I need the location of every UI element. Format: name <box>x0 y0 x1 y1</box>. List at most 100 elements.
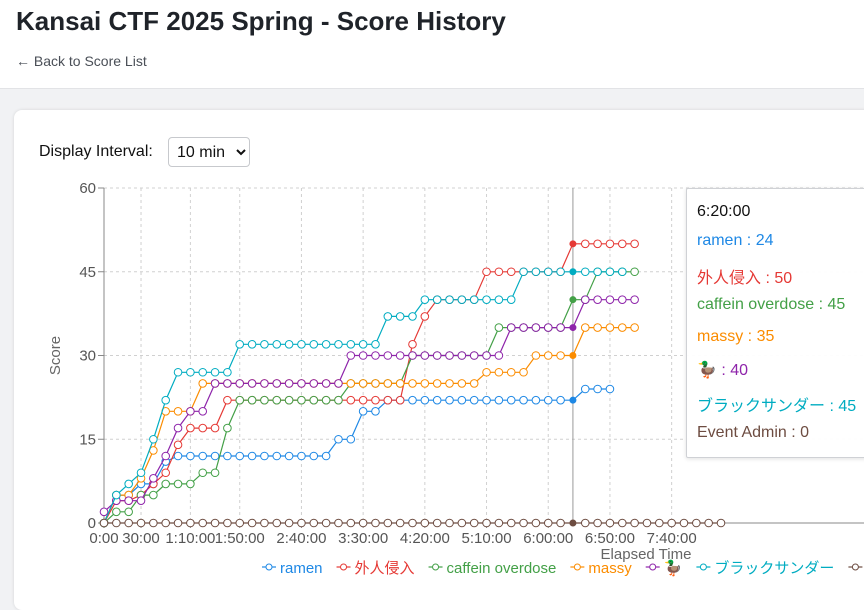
data-point <box>297 379 306 388</box>
legend-label: massy <box>588 560 632 577</box>
data-point <box>198 518 208 528</box>
legend-swatch-marker <box>699 563 707 571</box>
data-point <box>580 384 590 394</box>
data-point <box>309 379 319 388</box>
data-point <box>569 396 577 404</box>
data-point <box>519 367 528 377</box>
series-line <box>103 271 635 524</box>
data-point <box>235 340 245 349</box>
tooltip-row: 外人侵入 : 50 <box>697 270 793 287</box>
legend-item[interactable]: caffein overdose <box>428 560 557 577</box>
data-point <box>580 239 590 249</box>
legend-item[interactable]: Event Admin <box>848 560 864 577</box>
data-point <box>432 351 442 360</box>
data-point <box>149 434 158 444</box>
data-point <box>284 395 294 405</box>
data-point <box>630 323 639 332</box>
data-point <box>198 407 208 416</box>
data-point <box>309 395 319 405</box>
data-point <box>358 407 368 416</box>
data-point <box>284 340 294 349</box>
data-point <box>469 351 479 360</box>
data-point <box>309 340 319 349</box>
data-point <box>260 340 269 349</box>
data-point <box>260 395 269 405</box>
data-point <box>630 295 639 304</box>
data-point <box>569 268 577 276</box>
legend-item[interactable]: ブラックサンダー <box>696 559 834 577</box>
x-axis-title: Elapsed Time <box>601 546 692 563</box>
data-point <box>457 395 467 405</box>
data-point <box>605 384 615 394</box>
data-point <box>284 451 294 461</box>
legend-item[interactable]: ramen <box>262 560 323 577</box>
data-point <box>210 379 220 388</box>
data-point <box>445 518 454 528</box>
y-tick-label: 15 <box>79 431 96 448</box>
data-point <box>395 312 405 321</box>
data-point <box>617 295 627 304</box>
data-point <box>716 518 726 528</box>
data-point <box>432 395 442 405</box>
data-point <box>482 518 491 528</box>
data-point <box>198 423 208 433</box>
data-point <box>655 518 664 528</box>
tooltip-row: ブラックサンダー : 45 <box>697 398 857 415</box>
data-point <box>408 312 417 321</box>
data-point <box>198 367 208 377</box>
x-tick-label: 1:10:00 <box>165 530 215 547</box>
data-point <box>543 323 553 332</box>
data-point <box>272 340 282 349</box>
data-point <box>149 490 158 500</box>
x-tick-label: 0:00 <box>89 530 118 547</box>
data-point <box>593 323 602 332</box>
data-point <box>519 267 528 277</box>
data-point <box>457 518 467 528</box>
data-point <box>556 351 565 360</box>
display-interval-select[interactable]: 10 min <box>168 137 250 167</box>
legend-item[interactable]: 外人侵入 <box>336 560 415 577</box>
data-point <box>420 379 430 388</box>
chart-tooltip: 6:20:00 ramen : 24 外人侵入 : 50 caffein overd… <box>686 188 864 458</box>
legend-item[interactable]: massy <box>570 560 632 577</box>
data-point <box>371 395 380 405</box>
data-point <box>543 351 553 360</box>
data-point <box>445 395 454 405</box>
data-point <box>334 395 343 405</box>
x-tick-label: 3:30:00 <box>338 530 388 547</box>
data-point <box>630 267 639 277</box>
data-point <box>161 518 170 528</box>
data-point <box>420 295 430 304</box>
legend-swatch-marker <box>340 563 348 571</box>
y-tick-label: 0 <box>88 515 96 532</box>
data-point <box>297 395 306 405</box>
data-point <box>593 518 602 528</box>
data-point <box>506 518 516 528</box>
data-point <box>260 518 269 528</box>
legend-swatch-marker <box>573 563 581 571</box>
data-point <box>605 295 615 304</box>
data-point <box>371 379 380 388</box>
data-point <box>482 351 491 360</box>
data-point <box>358 518 368 528</box>
data-point <box>531 267 541 277</box>
tooltip-row: Event Admin : 0 <box>697 424 810 441</box>
data-point <box>321 395 331 405</box>
data-point <box>247 395 257 405</box>
legend-item[interactable]: 🦆 <box>645 559 683 577</box>
data-point <box>531 395 541 405</box>
data-point <box>235 518 245 528</box>
legend-swatch-marker <box>851 563 859 571</box>
data-point <box>210 367 220 377</box>
back-to-score-list-link[interactable]: ← Back to Score List <box>16 53 147 69</box>
data-point <box>247 451 257 461</box>
tooltip-row: massy : 35 <box>697 328 775 345</box>
data-point <box>186 423 195 433</box>
data-point <box>543 395 553 405</box>
data-point <box>161 451 170 461</box>
data-point <box>457 351 467 360</box>
data-point <box>531 351 541 360</box>
data-point <box>494 323 504 332</box>
data-point <box>321 379 331 388</box>
data-point <box>321 451 331 461</box>
